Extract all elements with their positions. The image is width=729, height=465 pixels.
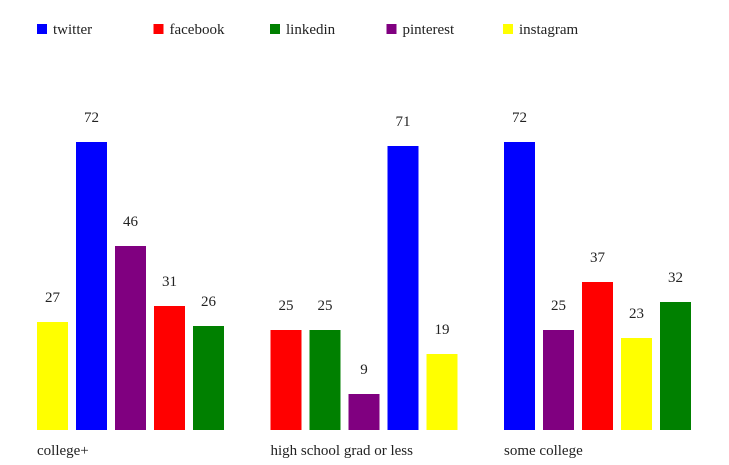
legend-item-pinterest: pinterest xyxy=(386,22,455,38)
bar-value-label: 37 xyxy=(590,250,606,266)
category-label: high school grad or less xyxy=(271,443,414,459)
bar-value-label: 23 xyxy=(629,306,644,322)
bar-value-label: 46 xyxy=(123,214,139,230)
bar-value-label: 72 xyxy=(512,110,527,126)
legend-swatch-facebook xyxy=(153,24,164,34)
bar-instagram xyxy=(37,322,68,430)
bar-group-0: 27 72 46 31 26 xyxy=(37,110,224,430)
bar-value-label: 32 xyxy=(668,270,683,286)
legend-swatch-pinterest xyxy=(386,24,397,34)
legend-swatch-twitter xyxy=(37,24,47,34)
legend-label-linkedin: linkedin xyxy=(286,22,336,38)
bar-instagram xyxy=(426,354,458,430)
legend-swatch-linkedin xyxy=(270,24,280,34)
bar-pinterest xyxy=(348,394,380,430)
legend-label-facebook: facebook xyxy=(170,22,225,38)
legend-item-facebook: facebook xyxy=(153,22,225,38)
bar-value-label: 26 xyxy=(201,294,217,310)
bar-linkedin xyxy=(193,326,224,430)
category-label: college+ xyxy=(37,443,89,459)
legend-label-twitter: twitter xyxy=(53,22,92,38)
legend-item-twitter: twitter xyxy=(37,22,92,38)
bar-instagram xyxy=(621,338,652,430)
bar-facebook xyxy=(154,306,185,430)
bar-facebook xyxy=(270,330,302,430)
chart-legend: twitter facebook linkedin pinterest instagra… xyxy=(37,22,578,38)
bar-value-label: 25 xyxy=(318,298,333,314)
legend-item-instagram: instagram xyxy=(503,22,578,38)
bar-value-label: 72 xyxy=(84,110,99,126)
chart-plot-area: 27 72 46 31 26 25 25 9 71 19 72 25 37 23 32 xyxy=(37,110,691,430)
bar-twitter xyxy=(387,146,419,430)
legend-item-linkedin: linkedin xyxy=(270,22,336,38)
bar-value-label: 25 xyxy=(551,298,566,314)
bar-linkedin xyxy=(309,330,341,430)
bar-twitter xyxy=(504,142,535,430)
bar-twitter xyxy=(76,142,107,430)
bar-pinterest xyxy=(115,246,146,430)
category-label: some college xyxy=(504,443,583,459)
bar-value-label: 9 xyxy=(360,362,368,378)
bar-group-2: 72 25 37 23 32 xyxy=(504,110,691,430)
legend-label-pinterest: pinterest xyxy=(403,22,455,38)
bar-value-label: 71 xyxy=(396,114,411,130)
bar-value-label: 31 xyxy=(162,274,177,290)
bar-value-label: 27 xyxy=(45,290,61,306)
bar-value-label: 19 xyxy=(435,322,450,338)
legend-label-instagram: instagram xyxy=(519,22,578,38)
bar-facebook xyxy=(582,282,613,430)
category-labels: college+ high school grad or less some col… xyxy=(37,443,583,459)
legend-swatch-instagram xyxy=(503,24,513,34)
bar-group-1: 25 25 9 71 19 xyxy=(270,114,458,430)
bar-linkedin xyxy=(660,302,691,430)
bar-pinterest xyxy=(543,330,574,430)
bar-value-label: 25 xyxy=(279,298,294,314)
